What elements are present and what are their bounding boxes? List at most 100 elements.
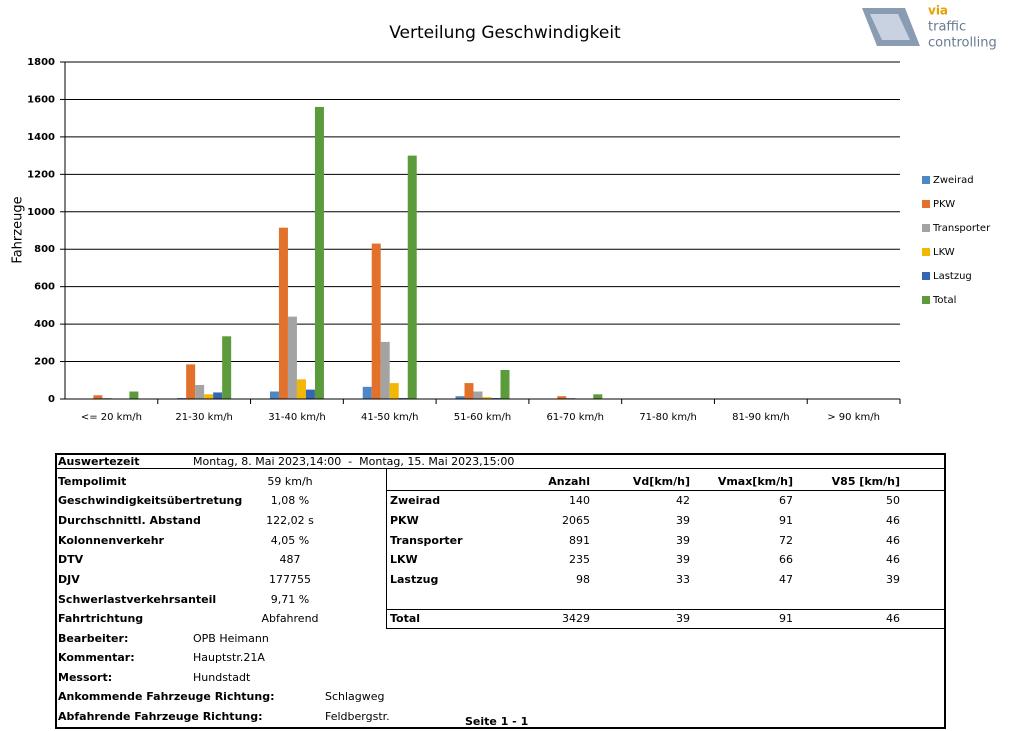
cell: 47 (779, 573, 793, 586)
bar (269, 391, 279, 399)
cell: 46 (886, 534, 900, 547)
legend-label: Total (932, 295, 956, 306)
y-tick-label: 1200 (27, 169, 55, 180)
param-label: Tempolimit (58, 475, 127, 488)
bar (464, 383, 474, 399)
param-value: 59 km/h (267, 475, 313, 488)
bar (129, 391, 139, 399)
cell: 67 (779, 494, 793, 507)
legend-swatch (922, 200, 930, 208)
y-tick-label: 800 (34, 244, 55, 255)
param-value: 1,08 % (270, 494, 310, 507)
cell: 46 (886, 514, 900, 527)
x-tick-label: 31-40 km/h (268, 412, 325, 423)
info-label: Messort: (58, 671, 113, 684)
bar (593, 394, 603, 399)
row-label: Zweirad (390, 494, 441, 507)
y-tick-label: 200 (34, 357, 55, 368)
cell: 3429 (562, 612, 590, 625)
cell: 39 (676, 612, 690, 625)
cell: 91 (779, 514, 793, 527)
y-tick-label: 1600 (27, 94, 55, 105)
x-tick-label: 71-80 km/h (639, 412, 696, 423)
column-header: Vd[km/h] (632, 475, 690, 488)
bar (296, 379, 306, 399)
cell: 39 (676, 534, 690, 547)
info-label: Ankommende Fahrzeuge Richtung: (58, 690, 275, 703)
param-label: Fahrtrichtung (58, 612, 144, 625)
footer: Seite 1 - 1 (465, 715, 529, 728)
y-tick-label: 1400 (27, 132, 55, 143)
period-label: Auswertezeit (58, 455, 140, 468)
param-label: Kolonnenverkehr (58, 534, 164, 547)
param-label: Schwerlastverkehrsanteil (58, 593, 217, 606)
cell: 39 (676, 553, 690, 566)
y-axis-label: Fahrzeuge (11, 196, 26, 263)
param-label: DJV (58, 573, 80, 586)
bar (314, 106, 324, 399)
info-label: Abfahrende Fahrzeuge Richtung: (58, 710, 263, 723)
column-header: Vmax[km/h] (717, 475, 793, 488)
cell: 33 (676, 573, 690, 586)
x-tick-label: 81-90 km/h (732, 412, 789, 423)
info-value: Hundstadt (193, 671, 251, 684)
bar (407, 155, 417, 399)
bar (204, 394, 214, 399)
period-value: Montag, 8. Mai 2023,14:00 - Montag, 15. … (193, 455, 515, 468)
legend-label: Lastzug (933, 271, 972, 282)
cell: 66 (779, 553, 793, 566)
param-value: 4,05 % (270, 534, 310, 547)
param-value: 177755 (269, 573, 311, 586)
row-label: Total (390, 612, 421, 625)
param-value: 122,02 s (266, 514, 314, 527)
chart-title: Verteilung Geschwindigkeit (389, 23, 621, 43)
bar (389, 383, 399, 399)
x-tick-label: 21-30 km/h (175, 412, 232, 423)
cell: 42 (676, 494, 690, 507)
bar (557, 396, 567, 399)
table-box (386, 468, 946, 629)
param-label: Geschwindigkeitsübertretung (58, 494, 243, 507)
row-label: Transporter (390, 534, 463, 547)
legend-label: Transporter (932, 223, 991, 234)
param-label: Durchschnittl. Abstand (58, 514, 201, 527)
x-tick-label: > 90 km/h (827, 412, 880, 423)
x-tick-label: 51-60 km/h (454, 412, 511, 423)
bar (222, 336, 232, 399)
bar (305, 389, 315, 399)
bar (278, 227, 288, 399)
bar (380, 341, 390, 399)
row-label: LKW (390, 553, 418, 566)
legend-label: PKW (933, 199, 955, 210)
info-label: Kommentar: (58, 651, 135, 664)
cell: 891 (569, 534, 590, 547)
logo-text: traffic (928, 20, 966, 35)
y-tick-label: 0 (48, 394, 55, 405)
bar (482, 397, 492, 399)
info-value: OPB Heimann (193, 632, 269, 645)
rule (387, 609, 945, 610)
info-label: Bearbeiter: (58, 632, 129, 645)
info-value: Feldbergstr. (325, 710, 390, 723)
bar (473, 391, 483, 399)
legend-swatch (922, 224, 930, 232)
rule (387, 490, 945, 491)
cell: 46 (886, 553, 900, 566)
info-value: Schlagweg (325, 690, 385, 703)
cell: 140 (569, 494, 590, 507)
bar (500, 369, 510, 399)
column-header: V85 [km/h] (831, 475, 900, 488)
bar (213, 392, 223, 399)
legend-swatch (922, 296, 930, 304)
x-tick-label: 61-70 km/h (547, 412, 604, 423)
cell: 2065 (562, 514, 590, 527)
cell: 39 (886, 573, 900, 586)
info-value: Hauptstr.21A (193, 651, 265, 664)
x-tick-label: 41-50 km/h (361, 412, 418, 423)
param-value: 487 (279, 553, 301, 566)
bar (455, 396, 465, 399)
legend-label: Zweirad (933, 175, 974, 186)
logo: via traffic controlling (862, 4, 997, 51)
cell: 46 (886, 612, 900, 625)
